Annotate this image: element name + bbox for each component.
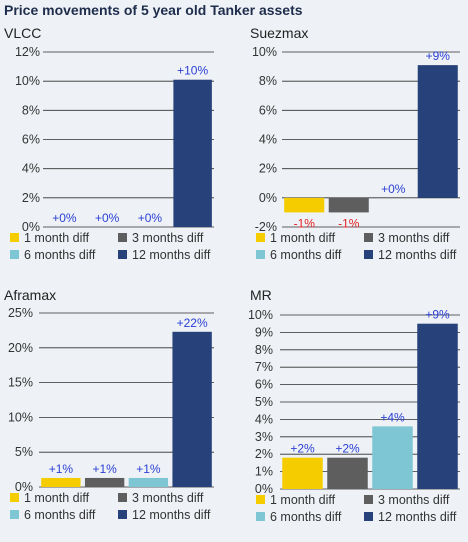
- y-tick-label: 6%: [255, 378, 273, 392]
- y-tick-label: 10%: [248, 308, 273, 322]
- y-tick-label: 8%: [259, 74, 277, 88]
- legend-swatch: [118, 233, 127, 242]
- legend-label: 12 months diff: [132, 248, 211, 262]
- legend-label: 3 months diff: [132, 231, 204, 245]
- legend-label: 12 months diff: [378, 248, 457, 262]
- data-label: +0%: [138, 211, 163, 225]
- legend-swatch: [10, 250, 19, 259]
- y-tick-label: 3%: [255, 430, 273, 444]
- y-tick-label: 0%: [15, 480, 33, 494]
- bar: [328, 197, 369, 213]
- y-tick-label: 0%: [255, 482, 273, 496]
- y-tick-label: 0%: [22, 220, 40, 234]
- bar: [372, 426, 413, 489]
- chart-title: MR: [250, 287, 272, 303]
- legend-swatch: [10, 510, 19, 519]
- data-label: +22%: [177, 316, 208, 330]
- bar: [128, 477, 169, 487]
- data-label: +9%: [426, 49, 451, 63]
- legend-swatch: [10, 233, 19, 242]
- y-tick-label: 2%: [255, 447, 273, 461]
- legend-label: 6 months diff: [24, 508, 96, 522]
- y-tick-label: 8%: [22, 103, 40, 117]
- y-tick-label: 6%: [259, 103, 277, 117]
- data-label: -1%: [338, 216, 360, 230]
- legend-swatch: [10, 493, 19, 502]
- chart-title: Aframax: [4, 287, 56, 303]
- chart-title: VLCC: [4, 25, 41, 41]
- y-tick-label: 15%: [8, 376, 33, 390]
- legend-swatch: [256, 250, 265, 259]
- y-tick-label: 8%: [255, 343, 273, 357]
- y-tick-label: 10%: [252, 45, 277, 59]
- legend-label: 3 months diff: [132, 491, 204, 505]
- bar: [327, 457, 368, 489]
- chart-title: Suezmax: [250, 25, 308, 41]
- legend-label: 1 month diff: [270, 493, 336, 507]
- y-tick-label: 2%: [259, 162, 277, 176]
- bar: [41, 477, 81, 487]
- data-label: +2%: [290, 442, 315, 456]
- legend-label: 6 months diff: [270, 510, 342, 524]
- page-title: Price movements of 5 year old Tanker ass…: [4, 2, 303, 18]
- legend-label: 3 months diff: [378, 493, 450, 507]
- legend-swatch: [118, 493, 127, 502]
- legend-swatch: [256, 495, 265, 504]
- bar: [173, 79, 212, 227]
- legend-label: 6 months diff: [270, 248, 342, 262]
- data-label: +4%: [380, 410, 405, 424]
- legend-label: 1 month diff: [270, 231, 336, 245]
- bar: [282, 457, 323, 489]
- y-tick-label: 12%: [15, 45, 40, 59]
- y-tick-label: 2%: [22, 191, 40, 205]
- bar: [84, 477, 125, 487]
- y-tick-label: 20%: [8, 341, 33, 355]
- data-label: +1%: [136, 462, 161, 476]
- legend-label: 12 months diff: [132, 508, 211, 522]
- data-label: +1%: [49, 462, 74, 476]
- data-label: +0%: [381, 182, 406, 196]
- y-tick-label: 0%: [259, 191, 277, 205]
- legend-swatch: [118, 510, 127, 519]
- legend-swatch: [256, 512, 265, 521]
- data-label: -1%: [294, 216, 316, 230]
- y-tick-label: 9%: [255, 325, 273, 339]
- legend-swatch: [364, 250, 373, 259]
- y-tick-label: 10%: [8, 410, 33, 424]
- legend-swatch: [256, 233, 265, 242]
- bar: [417, 323, 458, 489]
- data-label: +9%: [425, 308, 450, 322]
- legend-label: 3 months diff: [378, 231, 450, 245]
- y-tick-label: 7%: [255, 360, 273, 374]
- legend-label: 1 month diff: [24, 231, 90, 245]
- legend-swatch: [118, 250, 127, 259]
- y-tick-label: 25%: [8, 306, 33, 320]
- legend-swatch: [364, 233, 373, 242]
- data-label: +0%: [52, 211, 77, 225]
- data-label: +10%: [177, 64, 208, 78]
- legend-label: 1 month diff: [24, 491, 90, 505]
- y-tick-label: 4%: [255, 412, 273, 426]
- bar: [172, 331, 212, 487]
- legend-label: 12 months diff: [378, 510, 457, 524]
- legend-label: 6 months diff: [24, 248, 96, 262]
- y-tick-label: 5%: [255, 395, 273, 409]
- data-label: +2%: [335, 442, 360, 456]
- data-label: +1%: [92, 462, 117, 476]
- y-tick-label: 1%: [255, 465, 273, 479]
- bar: [417, 65, 458, 198]
- y-tick-label: 4%: [22, 162, 40, 176]
- legend-swatch: [364, 512, 373, 521]
- y-tick-label: 4%: [259, 133, 277, 147]
- y-tick-label: 5%: [15, 445, 33, 459]
- y-tick-label: 6%: [22, 133, 40, 147]
- y-tick-label: -2%: [255, 220, 277, 234]
- data-label: +0%: [95, 211, 120, 225]
- legend-swatch: [364, 495, 373, 504]
- bar: [284, 197, 325, 213]
- y-tick-label: 10%: [15, 74, 40, 88]
